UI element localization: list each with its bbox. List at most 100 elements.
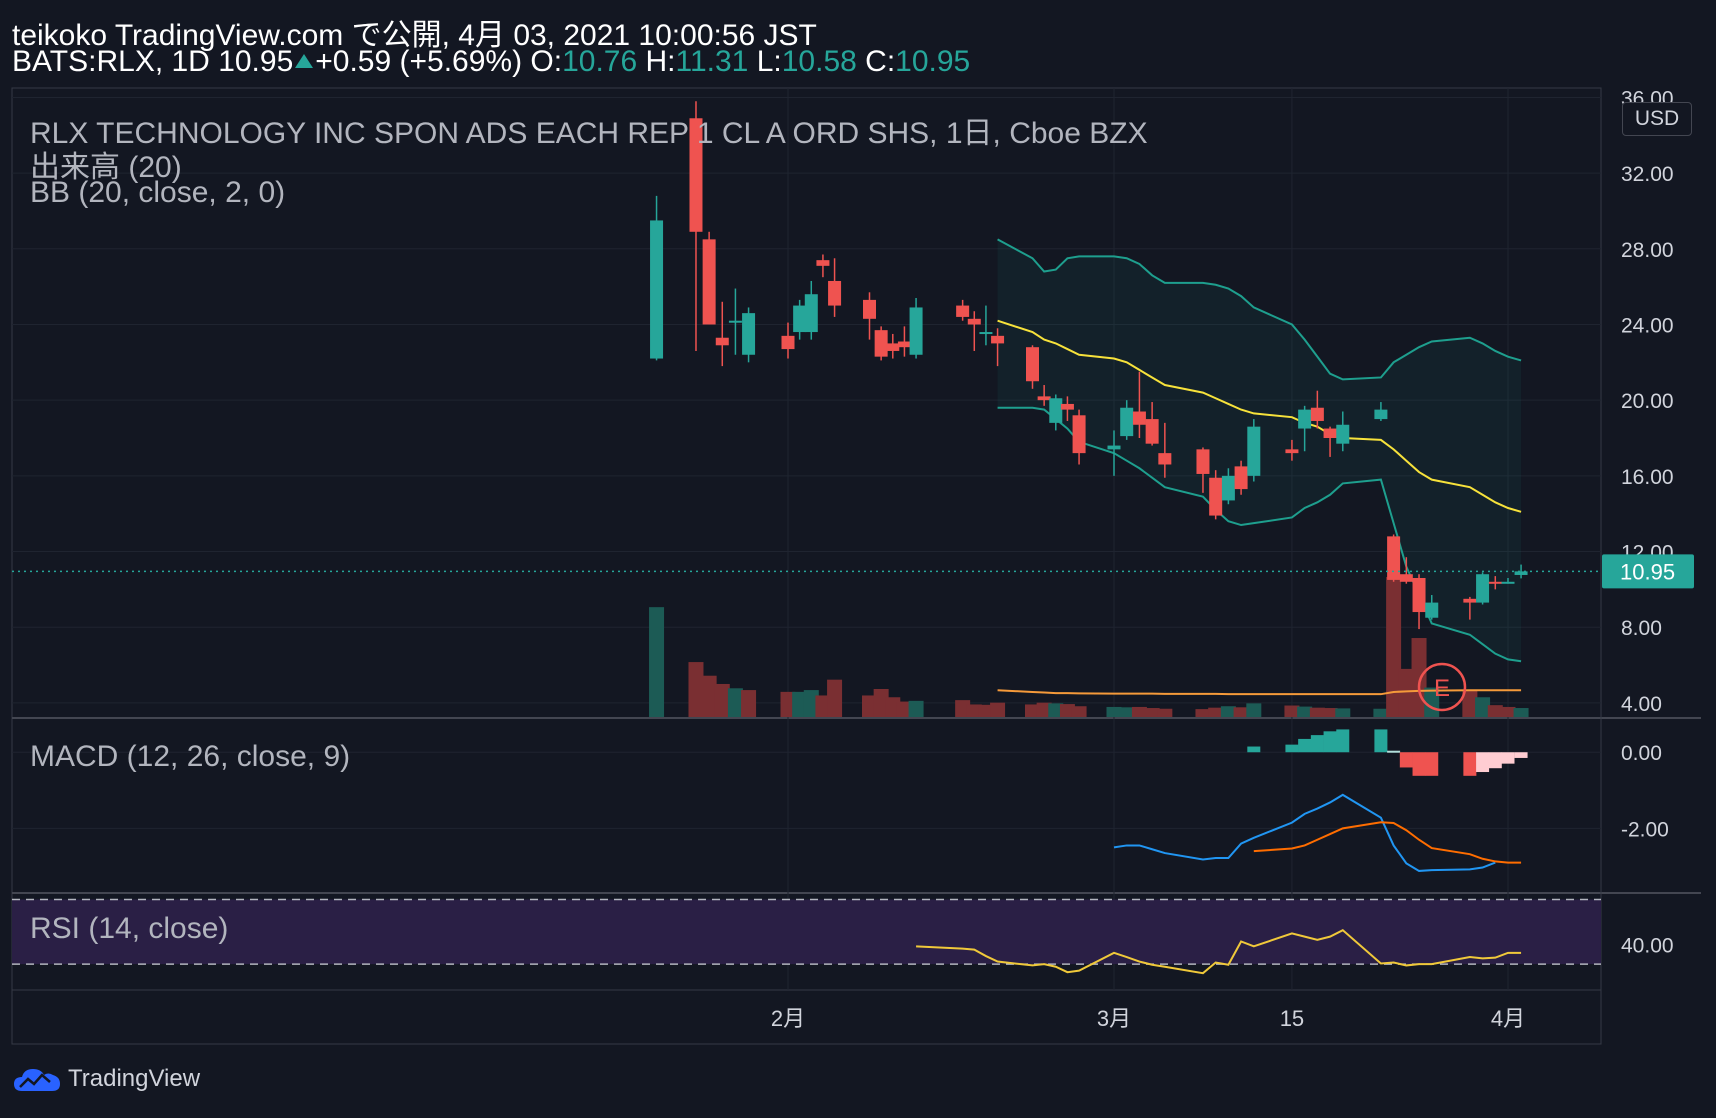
close-value: 10.95: [895, 45, 971, 78]
volume-bar: [1106, 706, 1122, 717]
candle-body: [1463, 598, 1477, 603]
time-axis-frame: [11, 989, 1602, 1045]
macd-histogram-bar: [1374, 729, 1388, 753]
macd-legend: MACD (12, 26, close, 9): [30, 740, 351, 773]
candle-body: [804, 294, 818, 333]
volume-bar: [978, 704, 994, 717]
candle-body: [1049, 398, 1063, 423]
candle-body: [781, 335, 795, 350]
candle-body: [1209, 477, 1223, 516]
volume-bar: [741, 690, 757, 717]
y-tick-label: 8.00: [1621, 617, 1662, 640]
candle-body: [1374, 409, 1388, 420]
candle-body: [1234, 466, 1248, 490]
candle-body: [1514, 571, 1528, 575]
footer-brand-label: TradingView: [68, 1065, 201, 1092]
volume-bar: [1411, 638, 1427, 717]
candle-body: [1221, 475, 1235, 501]
high-label: H:: [645, 45, 676, 78]
volume-bar: [1475, 697, 1491, 717]
volume-bar: [792, 691, 808, 717]
volume-bar: [908, 700, 924, 717]
main-series-legend: RLX TECHNOLOGY INC SPON ADS EACH REP 1 C…: [30, 117, 1148, 150]
macd-histogram-bar: [1425, 752, 1439, 776]
candle-body: [793, 305, 807, 333]
macd-histogram-bar: [1247, 746, 1261, 753]
candle-body: [828, 280, 842, 306]
candle-body: [1399, 574, 1413, 582]
macd-tick-label: -2.00: [1621, 818, 1669, 841]
y-tick-label: 16.00: [1621, 466, 1674, 489]
volume-bar: [701, 675, 717, 717]
candle-body: [1026, 347, 1039, 382]
candle-body: [1247, 426, 1261, 476]
candle-body: [967, 318, 981, 325]
volume-bar: [990, 702, 1006, 717]
candle-body: [1323, 428, 1337, 438]
volume-bar: [1131, 706, 1147, 717]
volume-bar: [727, 688, 743, 717]
currency-button[interactable]: USD: [1622, 102, 1692, 136]
footer-brand[interactable]: TradingView: [12, 1065, 200, 1093]
macd-histogram-bar: [1323, 731, 1337, 753]
volume-ma-line: [997, 689, 1522, 696]
volume-bar: [1373, 708, 1389, 717]
last-price-badge-label: 10.95: [1620, 559, 1675, 584]
volume-bar: [1297, 706, 1313, 717]
candle-body: [1298, 409, 1312, 429]
volume-bar: [966, 704, 982, 717]
y-tick-label: 28.00: [1621, 239, 1674, 262]
volume-bar: [1322, 708, 1338, 717]
rsi-line: [916, 928, 1522, 975]
volume-bar: [1513, 708, 1529, 717]
volume-bar: [1059, 704, 1075, 717]
rsi-legend: RSI (14, close): [30, 912, 229, 945]
candle-body: [1412, 578, 1426, 613]
volume-bar: [885, 697, 901, 717]
volume-bar: [1487, 705, 1503, 717]
x-tick-label: 3月: [1097, 1006, 1131, 1031]
bb-basis-line: [997, 319, 1522, 513]
candle-body: [1336, 424, 1350, 444]
rsi-tick-label: 40.00: [1621, 935, 1674, 958]
tradingview-cloud-icon: [14, 1069, 60, 1091]
volume-bar: [1335, 708, 1351, 717]
candle-body: [1196, 449, 1210, 474]
volume-bar: [1036, 702, 1052, 717]
macd-signal-line: [1253, 821, 1522, 864]
candle-body: [702, 239, 716, 325]
volume-bar: [1246, 703, 1262, 717]
volume-bar: [1157, 708, 1173, 717]
candle-body: [1060, 403, 1074, 410]
volume-bar: [714, 683, 730, 717]
volume-bar: [862, 695, 877, 717]
open-value: 10.76: [562, 45, 638, 78]
candle-body: [742, 313, 756, 355]
volume-bar: [803, 690, 819, 717]
high-value: 11.31: [675, 45, 749, 78]
volume-bar: [1025, 704, 1040, 717]
macd-histogram-bar: [1285, 744, 1299, 753]
volume-bar: [1284, 705, 1300, 717]
y-tick-label: 4.00: [1621, 693, 1662, 716]
open-label: O:: [530, 45, 563, 78]
volume-bar: [1048, 703, 1064, 717]
volume-bar: [649, 607, 665, 717]
volume-bar: [1398, 668, 1414, 717]
macd-line: [1113, 793, 1496, 872]
volume-bar: [1386, 577, 1402, 717]
volume-bar: [873, 689, 889, 717]
bb-upper-line: [997, 238, 1522, 381]
candle-body: [1132, 411, 1146, 425]
candle-body: [874, 330, 888, 357]
macd-histogram-bar: [1463, 752, 1477, 776]
candle-body: [1107, 445, 1121, 450]
last-price: 10.95: [218, 45, 294, 78]
volume-bar: [1220, 706, 1236, 717]
candle-body: [1120, 407, 1134, 437]
candle-body: [1072, 415, 1086, 454]
candle-body: [1425, 602, 1439, 618]
candle-body: [1488, 581, 1502, 584]
volume-bar: [1144, 708, 1160, 717]
